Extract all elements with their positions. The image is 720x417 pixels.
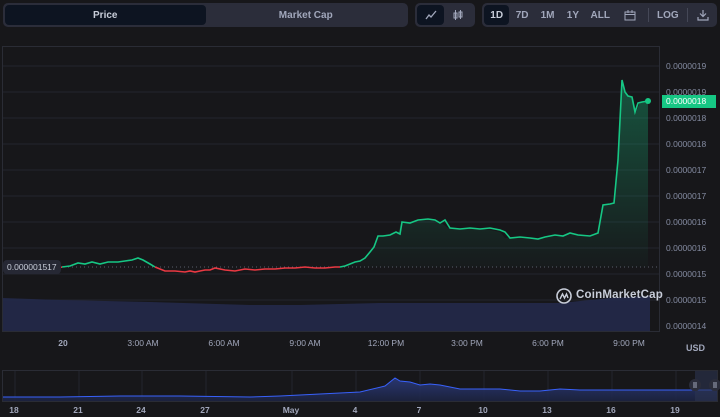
y-tick: 0.0000014 xyxy=(666,321,707,331)
y-tick: 0.0000019 xyxy=(666,61,707,71)
x-tick: 9:00 AM xyxy=(289,338,321,348)
plot-frame xyxy=(2,46,660,332)
download-icon xyxy=(697,10,709,21)
chart-style-toggle xyxy=(415,3,475,27)
candlestick-button[interactable] xyxy=(444,5,471,25)
nav-tick: 19 xyxy=(670,405,680,415)
nav-tick: 18 xyxy=(9,405,19,415)
x-tick: 3:00 PM xyxy=(451,338,483,348)
watermark: CoinMarketCap xyxy=(576,289,663,301)
x-tick: 20 xyxy=(58,338,68,348)
volume-bars xyxy=(3,296,650,331)
nav-tick: 7 xyxy=(416,405,422,415)
navigator-left-handle[interactable] xyxy=(689,379,701,391)
navigator-area xyxy=(3,378,717,401)
divider xyxy=(686,8,688,22)
current-price-dot xyxy=(645,98,651,104)
line-chart-icon xyxy=(424,10,436,20)
y-tick: 0.0000015 xyxy=(666,295,707,305)
time-range-selector: 1D 7D 1M 1Y ALL LOG xyxy=(482,3,717,27)
x-tick: 12:00 PM xyxy=(367,338,405,348)
nav-tick: 21 xyxy=(73,405,83,415)
nav-tick: 10 xyxy=(478,405,488,415)
line-chart-button[interactable] xyxy=(417,5,444,25)
open-price-badge: 0.000001517 xyxy=(3,260,61,274)
y-tick: 0.0000018 xyxy=(666,113,707,123)
nav-tick: 27 xyxy=(200,405,210,415)
nav-tick: 13 xyxy=(542,405,552,415)
log-scale-button[interactable]: LOG xyxy=(657,9,679,21)
calendar-icon xyxy=(624,9,636,20)
price-line-up xyxy=(61,257,156,268)
range-all[interactable]: ALL xyxy=(590,9,610,21)
x-tick: 3:00 AM xyxy=(127,338,159,348)
tab-market-cap[interactable]: Market Cap xyxy=(278,9,333,21)
nav-tick: 16 xyxy=(606,405,616,415)
y-tick: 0.0000019 xyxy=(666,87,707,97)
range-1m[interactable]: 1M xyxy=(540,9,555,21)
nav-tick: May xyxy=(282,405,300,415)
date-picker-button[interactable] xyxy=(615,5,644,25)
x-tick: 6:00 PM xyxy=(532,338,564,348)
x-tick: 6:00 AM xyxy=(208,338,240,348)
gridlines xyxy=(3,65,659,301)
nav-tick: 4 xyxy=(352,405,358,415)
x-tick: 9:00 PM xyxy=(613,338,645,348)
price-line-up xyxy=(339,79,649,268)
y-tick: 0.0000017 xyxy=(666,191,707,201)
y-tick: 0.0000017 xyxy=(666,165,707,175)
current-price-badge: 0.0000018 xyxy=(662,95,716,108)
range-1d[interactable]: 1D xyxy=(484,5,510,25)
tab-price[interactable]: Price xyxy=(5,5,206,25)
y-tick: 0.0000016 xyxy=(666,217,707,227)
nav-tick: 24 xyxy=(136,405,146,415)
coinmarketcap-logo-icon xyxy=(556,288,572,304)
navigator-right-handle[interactable] xyxy=(709,379,720,391)
candlestick-icon xyxy=(453,10,462,20)
range-1y[interactable]: 1Y xyxy=(566,9,580,21)
area-fill xyxy=(345,80,648,267)
price-line-down xyxy=(154,266,340,273)
navigator-line xyxy=(3,377,717,398)
currency-label: USD xyxy=(686,343,706,353)
divider xyxy=(648,8,650,22)
y-tick: 0.0000015 xyxy=(666,269,707,279)
range-7d[interactable]: 7D xyxy=(515,9,529,21)
navigator-selection[interactable] xyxy=(695,371,717,401)
y-tick: 0.0000016 xyxy=(666,243,707,253)
y-tick: 0.0000018 xyxy=(666,139,707,149)
download-button[interactable] xyxy=(692,5,715,25)
price-marketcap-toggle: Price Market Cap xyxy=(3,3,408,27)
